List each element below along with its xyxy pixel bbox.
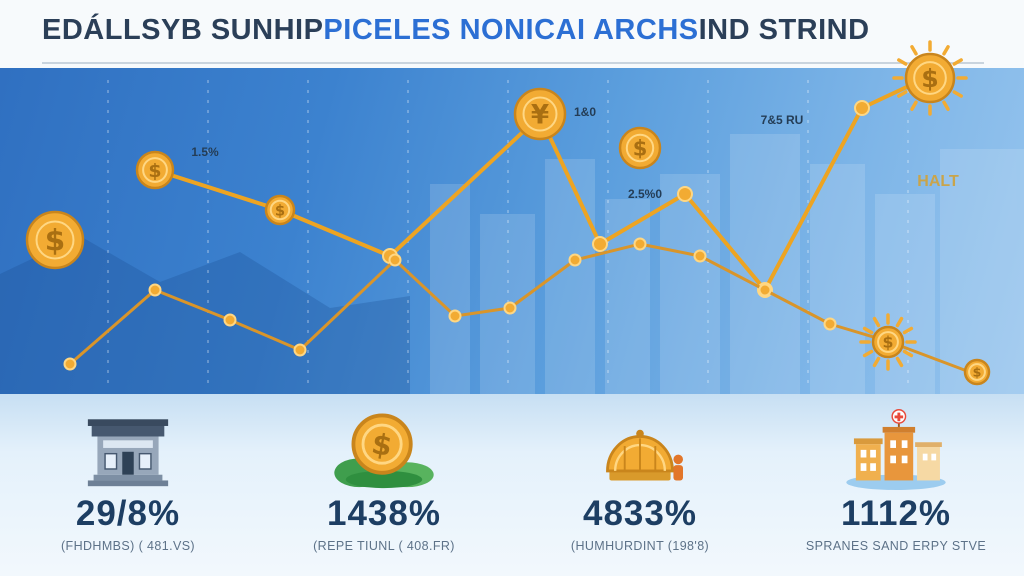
stat-card: 1112% SPRANES SAND ERPY STVE	[771, 402, 1021, 553]
data-point-marker	[388, 253, 402, 267]
stat-label: SPRANES SAND ERPY STVE	[805, 539, 987, 553]
stat-value: 29/8%	[75, 494, 181, 533]
gold-dome-icon	[515, 402, 765, 490]
title-part-1: EDÁLLSYB SUNHIP	[42, 14, 324, 46]
data-point-marker	[568, 253, 582, 267]
stat-label: (FHDHMBS) ( 481.VS)	[60, 539, 195, 553]
secondary-trend-line	[68, 242, 977, 376]
city-skyline-silhouette	[430, 134, 1024, 394]
svg-text:$: $	[45, 224, 65, 258]
data-point-marker	[592, 236, 608, 252]
bank-building-icon	[3, 402, 253, 490]
data-point-marker	[633, 237, 647, 251]
stat-value: 1438%	[327, 494, 441, 533]
stat-value: 4833%	[583, 494, 697, 533]
coin-on-bush-icon: $	[259, 402, 509, 490]
svg-text:$: $	[883, 333, 894, 352]
data-point-marker	[63, 357, 77, 371]
data-point-marker	[854, 100, 870, 116]
data-point-marker	[293, 343, 307, 357]
coin-icon: $	[963, 358, 991, 386]
title-bar: EDÁLLSYB SUNHIPPICELES NONICAI ARCHSIND …	[0, 0, 1024, 68]
sun-icon: $	[859, 313, 917, 371]
title-part-2: PICELES NONICAI ARCHS	[323, 14, 699, 46]
sun-icon: $	[892, 40, 968, 116]
data-point-marker	[677, 186, 693, 202]
stats-row: 29/8% (FHDHMBS) ( 481.VS) $ 1438% (REPE …	[0, 394, 1024, 576]
stat-label: (REPE TIUNL ( 408.FR)	[313, 539, 455, 553]
svg-text:$: $	[275, 202, 285, 219]
city-buildings-icon	[771, 402, 1021, 490]
stat-card: 29/8% (FHDHMBS) ( 481.VS)	[3, 402, 253, 553]
stat-card: 4833% (HUMHURDINT (198'8)	[515, 402, 765, 553]
data-point-marker	[503, 301, 517, 315]
data-point-marker	[823, 317, 837, 331]
coin-icon: $	[135, 150, 175, 190]
chart-area: $ $ $ ¥ $ $ $ $ 1.5% 1&0 2.5%0 7&5 RU HALT	[0, 40, 1024, 394]
coin-icon: ¥	[513, 87, 567, 141]
svg-text:¥: ¥	[531, 101, 549, 131]
page-title: EDÁLLSYB SUNHIPPICELES NONICAI ARCHSIND …	[42, 14, 1024, 47]
coin-icon: $	[618, 126, 662, 170]
svg-text:$: $	[973, 365, 982, 380]
stat-value: 1112%	[840, 494, 952, 533]
stat-label: (HUMHURDINT (198'8)	[570, 539, 710, 553]
stat-card: $ 1438% (REPE TIUNL ( 408.FR)	[259, 402, 509, 553]
coin-icon: $	[264, 194, 296, 226]
data-point-marker	[693, 249, 707, 263]
line-chart: $ $ $ ¥ $ $ $ $	[0, 40, 1024, 394]
title-part-3: IND STRIND	[698, 14, 870, 46]
svg-text:$: $	[148, 160, 161, 182]
mountain-silhouette	[0, 236, 410, 394]
data-point-marker	[148, 283, 162, 297]
title-divider	[42, 62, 984, 64]
data-point-marker	[758, 283, 772, 297]
svg-text:$: $	[633, 137, 648, 161]
data-point-marker	[448, 309, 462, 323]
coin-icon: $	[25, 210, 85, 270]
svg-text:$: $	[921, 64, 939, 93]
data-point-marker	[223, 313, 237, 327]
